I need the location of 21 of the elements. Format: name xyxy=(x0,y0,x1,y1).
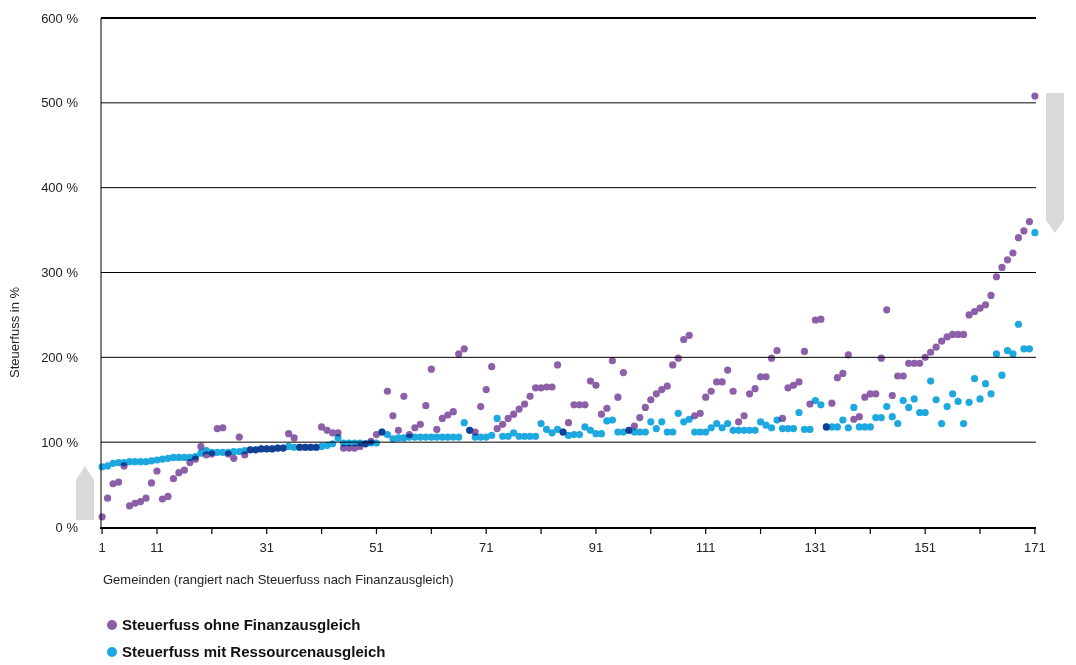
y-axis-title: Steuerfuss in % xyxy=(7,286,22,379)
y-tick-label: 500 % xyxy=(41,95,79,111)
x-tick-label: 171 xyxy=(1024,540,1046,555)
x-tick-label: 111 xyxy=(695,540,716,555)
legend-label: Steuerfuss ohne Finanzausgleich xyxy=(122,616,361,634)
x-tick-label: 31 xyxy=(259,540,274,555)
x-tick-label: 51 xyxy=(369,540,384,555)
y-tick-label: 0 % xyxy=(55,519,79,535)
y-tick-label: 100 % xyxy=(41,434,79,450)
x-tick-label: 71 xyxy=(478,540,494,555)
x-axis-title: Gemeinden (rangiert nach Steuerfuss nach Finanzausgleich) xyxy=(103,572,454,587)
legend-label: Steuerfuss mit Ressourcenausgleich xyxy=(122,643,386,661)
x-tick-label: 11 xyxy=(150,540,164,555)
x-tick-label: 131 xyxy=(804,540,827,555)
y-tick-label: 600 % xyxy=(41,10,79,26)
y-tick-label: 200 % xyxy=(41,349,79,365)
x-tick-label: 1 xyxy=(98,540,106,555)
y-tick-label: 300 % xyxy=(41,265,79,281)
x-tick-label: 151 xyxy=(914,540,937,555)
y-tick-label: 400 % xyxy=(41,180,79,196)
x-tick-label: 91 xyxy=(588,540,604,555)
